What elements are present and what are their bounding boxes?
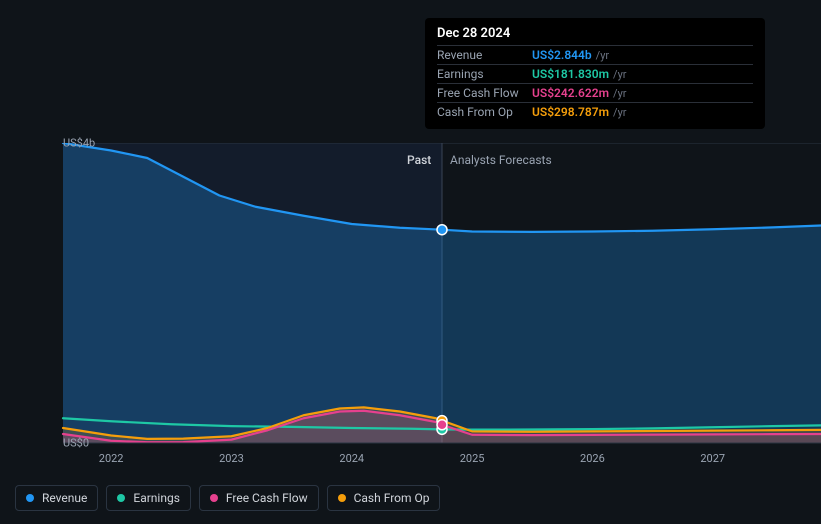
tooltip-row-label: Cash From Op [437, 105, 532, 119]
legend-label: Revenue [42, 491, 87, 505]
legend-dot-icon [210, 494, 218, 502]
x-axis-tick: 2025 [460, 452, 485, 465]
tooltip-row: Cash From OpUS$298.787m/yr [437, 102, 753, 121]
legend-label: Earnings [133, 491, 180, 505]
tooltip-row-label: Earnings [437, 67, 532, 81]
tooltip-row-label: Revenue [437, 48, 532, 62]
financials-chart: US$4bUS$0PastAnalysts Forecasts [15, 143, 821, 445]
legend-item[interactable]: Earnings [106, 485, 191, 511]
section-label-past: Past [407, 153, 431, 167]
section-label-forecast: Analysts Forecasts [450, 153, 552, 167]
y-axis-label: US$0 [63, 437, 107, 450]
legend-dot-icon [338, 494, 346, 502]
x-axis-tick: 2027 [700, 452, 725, 465]
x-axis-tick: 2024 [339, 452, 364, 465]
tooltip-row: EarningsUS$181.830m/yr [437, 64, 753, 83]
legend-item[interactable]: Revenue [15, 485, 98, 511]
tooltip-row-label: Free Cash Flow [437, 86, 532, 100]
tooltip-row: RevenueUS$2.844b/yr [437, 45, 753, 64]
legend-dot-icon [26, 494, 34, 502]
tooltip-row-value: US$298.787m [532, 105, 609, 119]
chart-legend: Revenue Earnings Free Cash Flow Cash From O… [15, 485, 440, 511]
tooltip-row-value: US$242.622m [532, 86, 609, 100]
legend-label: Free Cash Flow [226, 491, 308, 505]
legend-item[interactable]: Cash From Op [327, 485, 441, 511]
tooltip-row-value: US$2.844b [532, 48, 592, 62]
chart-tooltip: Dec 28 2024 RevenueUS$2.844b/yrEarningsU… [425, 18, 765, 129]
tooltip-date: Dec 28 2024 [437, 26, 753, 45]
y-axis-label: US$4b [63, 137, 107, 150]
tooltip-row-suffix: /yr [613, 106, 626, 119]
tooltip-row: Free Cash FlowUS$242.622m/yr [437, 83, 753, 102]
x-axis-tick: 2022 [99, 452, 124, 465]
legend-label: Cash From Op [354, 491, 430, 505]
legend-item[interactable]: Free Cash Flow [199, 485, 319, 511]
x-axis-tick: 2023 [219, 452, 244, 465]
tooltip-row-suffix: /yr [613, 68, 626, 81]
legend-dot-icon [117, 494, 125, 502]
tooltip-row-suffix: /yr [613, 87, 626, 100]
tooltip-row-value: US$181.830m [532, 67, 609, 81]
x-axis-tick: 2026 [580, 452, 605, 465]
tooltip-row-suffix: /yr [596, 49, 609, 62]
